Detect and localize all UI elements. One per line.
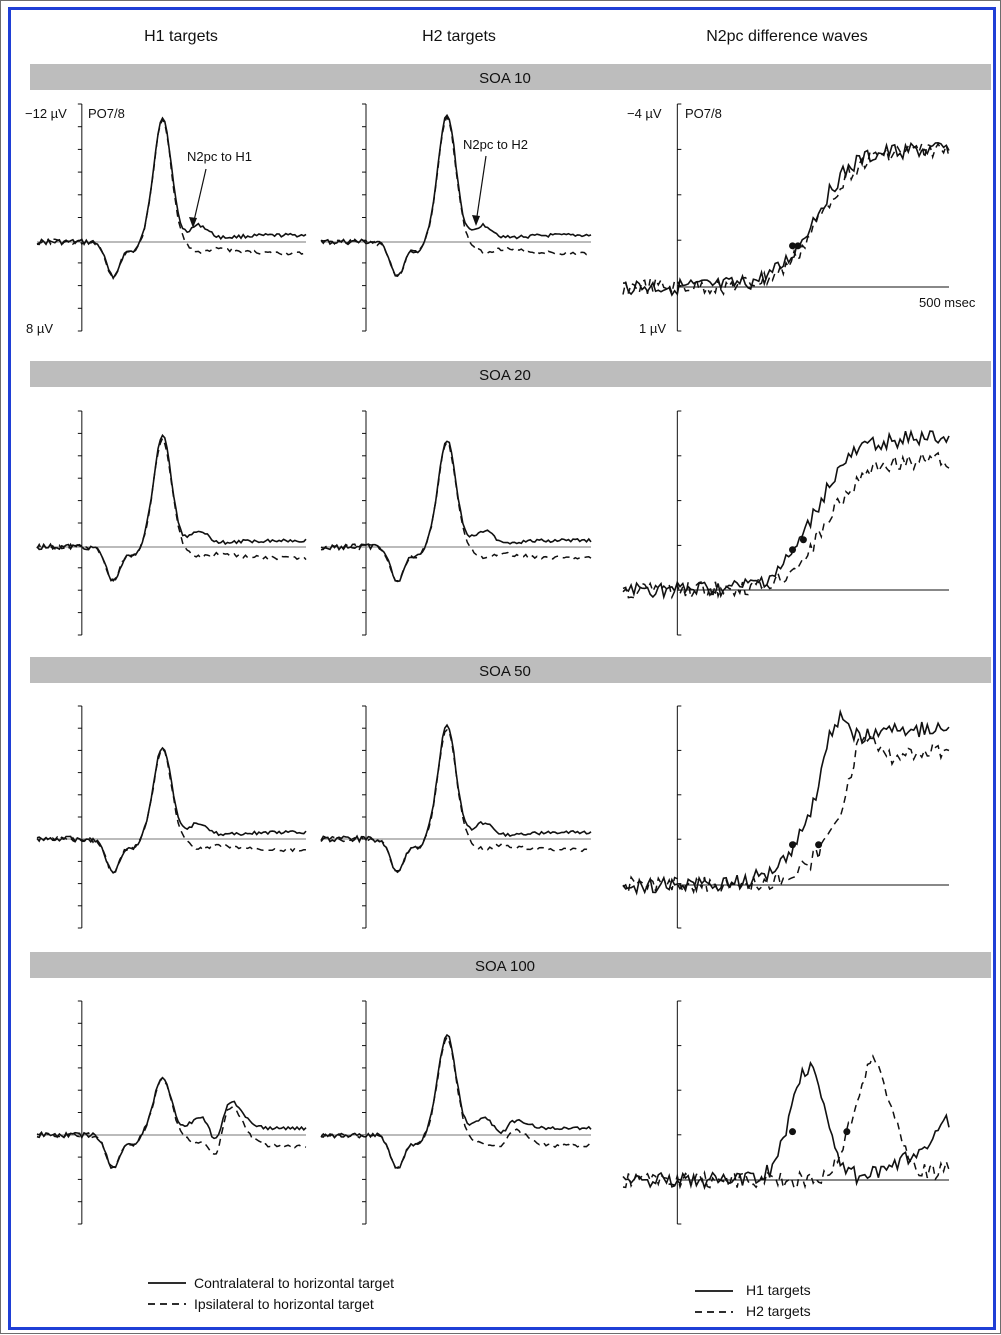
h1-difference-trace [623, 141, 950, 297]
contralateral-trace [320, 1033, 592, 1169]
plot-layer [36, 103, 950, 1225]
h2-difference-trace [622, 733, 950, 895]
h1-difference-trace [622, 1060, 950, 1191]
h1-difference-trace [622, 708, 950, 896]
contralateral-trace [36, 746, 307, 874]
legend-diff-h2: H2 targets [746, 1303, 811, 1319]
contralateral-trace [36, 433, 307, 582]
h1-difference-trace [622, 429, 950, 601]
legend-erp-ipsi: Ipsilateral to horizontal target [194, 1296, 374, 1312]
erp-channel-label: PO7/8 [88, 106, 125, 121]
annotation-arrow-h1 [192, 168, 207, 226]
h2-onset-marker [843, 1128, 851, 1136]
ipsilateral-trace [320, 1035, 592, 1169]
annotation-arrow-h2 [475, 155, 487, 224]
soa-band-2 [30, 361, 991, 387]
col-header-h1: H1 targets [144, 28, 218, 45]
ipsilateral-trace [320, 728, 592, 872]
col-header-diff: N2pc difference waves [706, 28, 868, 45]
soa-label-4: SOA 100 [475, 958, 535, 975]
h1-onset-marker [789, 242, 797, 250]
annotation-n2pc-h1: N2pc to H1 [187, 149, 252, 164]
annotation-arrowhead-h1 [189, 217, 197, 228]
contralateral-trace [320, 723, 592, 874]
h2-difference-trace [622, 450, 950, 600]
annotation-n2pc-h2: N2pc to H2 [463, 137, 528, 152]
soa-label-1: SOA 10 [479, 70, 531, 87]
h2-onset-marker [794, 242, 802, 250]
soa-label-3: SOA 50 [479, 663, 531, 680]
legend-diff-h1: H1 targets [746, 1282, 811, 1298]
ipsilateral-trace [320, 115, 592, 278]
soa-band-4 [30, 952, 991, 978]
h2-difference-trace [622, 140, 950, 296]
legend-erp-contra: Contralateral to horizontal target [194, 1275, 394, 1291]
erp-ylabel-top: −12 µV [25, 106, 67, 121]
h1-onset-marker [789, 546, 797, 554]
h1-onset-marker [789, 841, 797, 849]
h1-onset-marker [789, 1128, 797, 1136]
soa-band-3 [30, 657, 991, 683]
time-label: 500 msec [919, 295, 976, 310]
annotation-arrowhead-h2 [472, 215, 480, 226]
soa-label-2: SOA 20 [479, 367, 531, 384]
diff-ylabel-bottom: 1 µV [639, 321, 666, 336]
h2-onset-marker [815, 841, 823, 849]
col-header-h2: H2 targets [422, 28, 496, 45]
contralateral-trace [36, 1076, 307, 1170]
erp-ylabel-bottom: 8 µV [26, 321, 53, 336]
ipsilateral-trace [36, 1078, 307, 1168]
ipsilateral-trace [320, 440, 592, 582]
ipsilateral-trace [36, 117, 307, 280]
contralateral-trace [320, 440, 592, 583]
contralateral-trace [36, 116, 307, 280]
h2-difference-trace [622, 1054, 950, 1191]
ipsilateral-trace [36, 436, 307, 583]
contralateral-trace [320, 113, 592, 277]
ipsilateral-trace [36, 747, 306, 874]
soa-band-1 [30, 64, 991, 90]
h2-onset-marker [799, 536, 807, 544]
diff-channel-label: PO7/8 [685, 106, 722, 121]
diff-ylabel-top: −4 µV [627, 106, 662, 121]
